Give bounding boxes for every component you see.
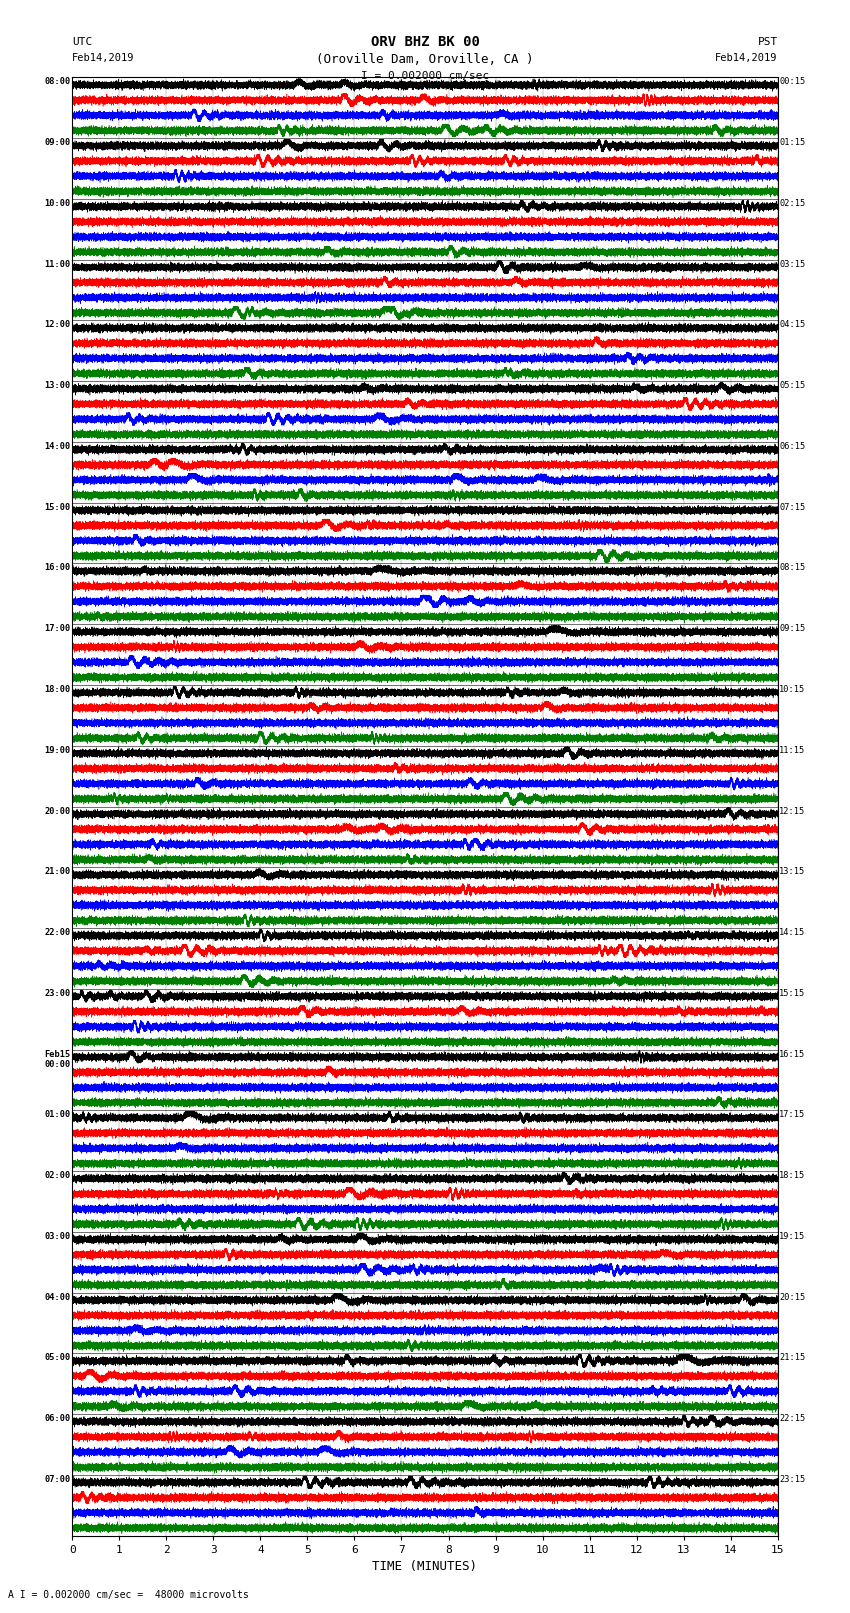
Text: 22:15: 22:15 xyxy=(779,1415,806,1423)
Text: 01:15: 01:15 xyxy=(779,139,806,147)
Text: 06:15: 06:15 xyxy=(779,442,806,452)
Text: 21:00: 21:00 xyxy=(44,868,71,876)
Text: 03:15: 03:15 xyxy=(779,260,806,269)
Text: 07:00: 07:00 xyxy=(44,1474,71,1484)
Text: Feb14,2019: Feb14,2019 xyxy=(72,53,135,63)
Text: 00:15: 00:15 xyxy=(779,77,806,87)
Text: 09:00: 09:00 xyxy=(44,139,71,147)
Text: 16:15: 16:15 xyxy=(779,1050,806,1058)
Text: 19:00: 19:00 xyxy=(44,745,71,755)
Text: 09:15: 09:15 xyxy=(779,624,806,634)
Text: 08:15: 08:15 xyxy=(779,563,806,573)
Text: 01:00: 01:00 xyxy=(44,1110,71,1119)
X-axis label: TIME (MINUTES): TIME (MINUTES) xyxy=(372,1560,478,1573)
Text: 13:00: 13:00 xyxy=(44,381,71,390)
Text: 20:15: 20:15 xyxy=(779,1292,806,1302)
Text: 22:00: 22:00 xyxy=(44,927,71,937)
Text: ORV BHZ BK 00: ORV BHZ BK 00 xyxy=(371,35,479,50)
Text: 18:15: 18:15 xyxy=(779,1171,806,1181)
Text: 04:15: 04:15 xyxy=(779,321,806,329)
Text: 02:15: 02:15 xyxy=(779,198,806,208)
Text: 06:00: 06:00 xyxy=(44,1415,71,1423)
Text: A I = 0.002000 cm/sec =  48000 microvolts: A I = 0.002000 cm/sec = 48000 microvolts xyxy=(8,1590,249,1600)
Text: 11:00: 11:00 xyxy=(44,260,71,269)
Text: 05:00: 05:00 xyxy=(44,1353,71,1363)
Text: 10:15: 10:15 xyxy=(779,686,806,694)
Text: 14:00: 14:00 xyxy=(44,442,71,452)
Text: 18:00: 18:00 xyxy=(44,686,71,694)
Text: 07:15: 07:15 xyxy=(779,503,806,511)
Text: 16:00: 16:00 xyxy=(44,563,71,573)
Text: Feb14,2019: Feb14,2019 xyxy=(715,53,778,63)
Text: 08:00: 08:00 xyxy=(44,77,71,87)
Text: 03:00: 03:00 xyxy=(44,1232,71,1240)
Text: 15:15: 15:15 xyxy=(779,989,806,998)
Text: 14:15: 14:15 xyxy=(779,927,806,937)
Text: 20:00: 20:00 xyxy=(44,806,71,816)
Text: 12:00: 12:00 xyxy=(44,321,71,329)
Text: 23:15: 23:15 xyxy=(779,1474,806,1484)
Text: 12:15: 12:15 xyxy=(779,806,806,816)
Text: 19:15: 19:15 xyxy=(779,1232,806,1240)
Text: (Oroville Dam, Oroville, CA ): (Oroville Dam, Oroville, CA ) xyxy=(316,53,534,66)
Text: 15:00: 15:00 xyxy=(44,503,71,511)
Text: UTC: UTC xyxy=(72,37,93,47)
Text: 05:15: 05:15 xyxy=(779,381,806,390)
Text: 13:15: 13:15 xyxy=(779,868,806,876)
Text: 17:15: 17:15 xyxy=(779,1110,806,1119)
Text: PST: PST xyxy=(757,37,778,47)
Text: 21:15: 21:15 xyxy=(779,1353,806,1363)
Text: Feb15
00:00: Feb15 00:00 xyxy=(44,1050,71,1069)
Text: 10:00: 10:00 xyxy=(44,198,71,208)
Text: 02:00: 02:00 xyxy=(44,1171,71,1181)
Text: 17:00: 17:00 xyxy=(44,624,71,634)
Text: 04:00: 04:00 xyxy=(44,1292,71,1302)
Text: 11:15: 11:15 xyxy=(779,745,806,755)
Text: I = 0.002000 cm/sec: I = 0.002000 cm/sec xyxy=(361,71,489,81)
Text: 23:00: 23:00 xyxy=(44,989,71,998)
